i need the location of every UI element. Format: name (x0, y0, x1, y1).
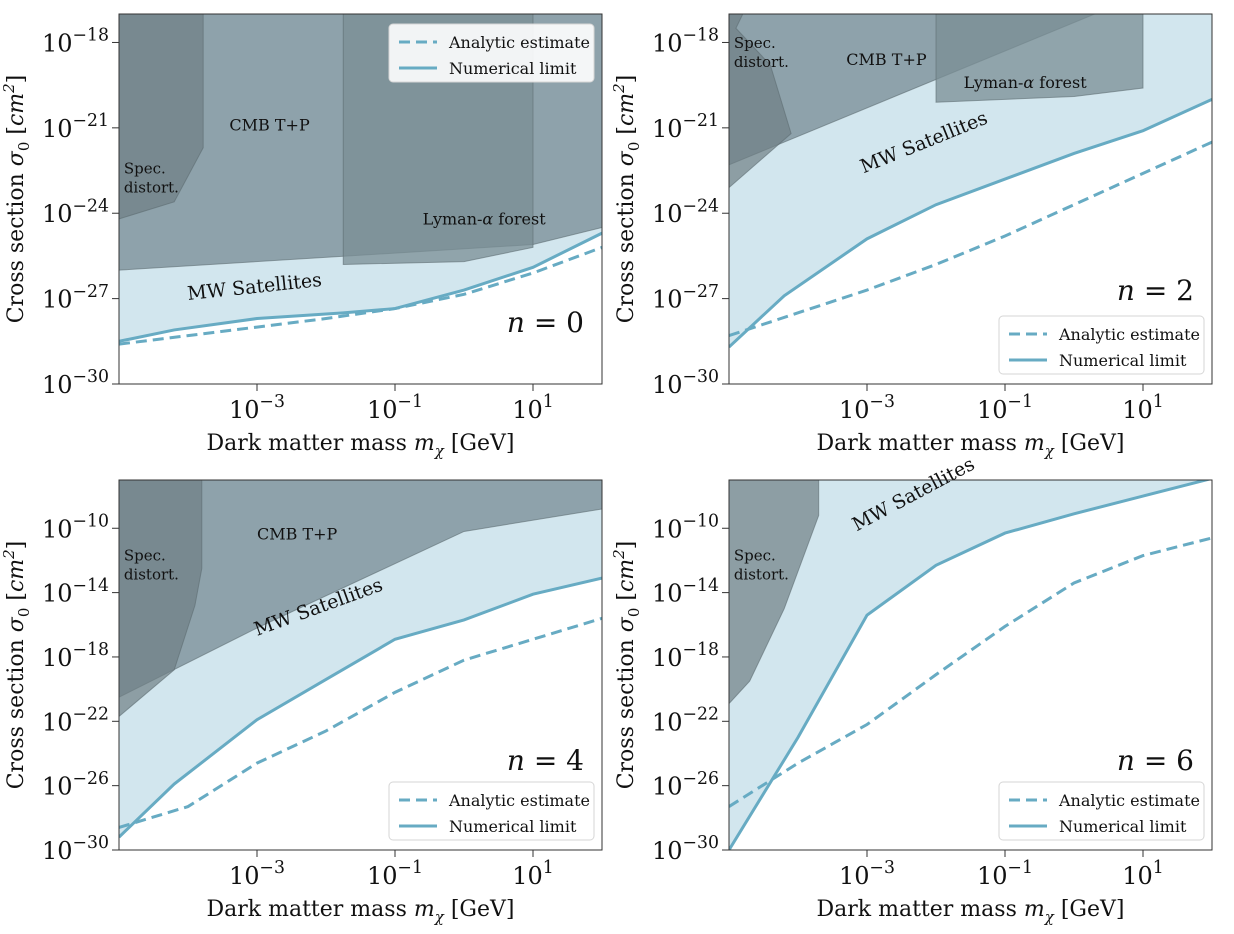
y-tick-label: 10−18 (42, 26, 109, 58)
y-tick-label: 10−30 (652, 833, 719, 865)
y-axis-label: Cross section σ0 [cm2] (610, 75, 643, 324)
legend-analytic-label: Analytic estimate (448, 33, 590, 52)
y-tick-label: 10−26 (42, 769, 109, 801)
x-axis-label: Dark matter mass mχ [GeV] (207, 431, 515, 460)
legend-numerical-label: Numerical limit (449, 817, 577, 836)
x-axis-label: Dark matter mass mχ [GeV] (817, 897, 1125, 926)
y-tick-label: 10−18 (42, 640, 109, 672)
y-tick-label: 10−24 (42, 196, 109, 228)
spectral-distortion-region (119, 480, 203, 718)
analytic-estimate-line (119, 616, 602, 829)
n-annotation: n = 2 (1117, 274, 1194, 307)
x-tick-label: 101 (512, 858, 554, 890)
lyman-alpha-region (935, 14, 1144, 103)
axes-frame (118, 479, 603, 851)
x-tick-label: 10−3 (229, 858, 285, 890)
spectral-distortion-region (729, 14, 792, 189)
numerical-limit-line (119, 576, 602, 839)
spec-distort-label: Spec. distort. (734, 546, 789, 583)
y-tick-label: 10−22 (42, 705, 109, 737)
x-tick-label: 10−1 (367, 858, 423, 890)
numerical-limit-line (729, 98, 1212, 349)
y-tick-label: 10−21 (652, 111, 719, 143)
legend-numerical-label: Numerical limit (1059, 351, 1187, 370)
legend-box (998, 781, 1205, 841)
spec-distort-label: Spec. distort. (124, 546, 179, 583)
spec-distort-label: Spec. distort. (124, 159, 179, 196)
spec-distort-label: Spec. distort. (734, 34, 789, 71)
spectral-distortion-region (729, 480, 820, 705)
mw-satellites-region (729, 480, 1212, 850)
cmb-label: CMB T+P (846, 50, 927, 69)
axes-frame (118, 13, 603, 385)
numerical-limit-line (729, 480, 1212, 850)
y-tick-label: 10−27 (42, 282, 109, 314)
analytic-estimate-line (729, 140, 1212, 338)
y-axis-label: Cross section σ0 [cm2] (0, 75, 33, 324)
x-tick-label: 10−3 (229, 392, 285, 424)
cmb-label: CMB T+P (229, 116, 310, 135)
lyman-alpha-label: Lyman-α forest (964, 73, 1088, 92)
n-annotation: n = 6 (1117, 744, 1194, 777)
plot-area (729, 14, 1212, 349)
x-axis-label: Dark matter mass mχ [GeV] (817, 431, 1125, 460)
legend: Analytic estimate Numerical limit (998, 781, 1205, 841)
numerical-limit-line (119, 231, 602, 343)
x-tick-label: 10−1 (367, 392, 423, 424)
y-tick-label: 10−14 (42, 576, 109, 608)
y-tick-label: 10−18 (652, 26, 719, 58)
lyman-alpha-label: Lyman-α forest (423, 210, 547, 229)
y-tick-label: 10−30 (42, 833, 109, 865)
plot-area (729, 480, 1212, 850)
y-tick-label: 10−10 (652, 511, 719, 543)
cmb-region (119, 480, 602, 698)
legend: Analytic estimate Numerical limit (388, 781, 595, 841)
legend-analytic-label: Analytic estimate (448, 791, 590, 810)
y-tick-label: 10−30 (652, 367, 719, 399)
legend-box (998, 315, 1205, 375)
analytic-estimate-line (119, 245, 602, 346)
y-tick-label: 10−21 (42, 111, 109, 143)
cmb-label: CMB T+P (257, 525, 338, 544)
legend-analytic-label: Analytic estimate (1058, 325, 1200, 344)
x-tick-label: 101 (512, 392, 554, 424)
axes-frame (728, 479, 1213, 851)
axes-frame (728, 13, 1213, 385)
y-tick-label: 10−22 (652, 705, 719, 737)
y-tick-label: 10−24 (652, 196, 719, 228)
y-tick-label: 10−26 (652, 769, 719, 801)
y-tick-label: 10−27 (652, 282, 719, 314)
y-tick-label: 10−10 (42, 511, 109, 543)
x-tick-label: 101 (1122, 392, 1164, 424)
legend: Analytic estimate Numerical limit (998, 315, 1205, 375)
y-tick-label: 10−30 (42, 367, 109, 399)
n-annotation: n = 0 (507, 306, 584, 339)
y-axis-label: Cross section σ0 [cm2] (0, 541, 33, 790)
plot-area (119, 480, 602, 839)
y-tick-label: 10−18 (652, 640, 719, 672)
legend-numerical-label: Numerical limit (1059, 817, 1187, 836)
analytic-estimate-line (729, 536, 1212, 808)
legend-box (388, 781, 595, 841)
x-axis-label: Dark matter mass mχ [GeV] (207, 897, 515, 926)
legend-analytic-label: Analytic estimate (1058, 791, 1200, 810)
spectral-distortion-region (119, 14, 204, 220)
x-tick-label: 10−3 (839, 858, 895, 890)
legend: Analytic estimate Numerical limit (388, 23, 595, 83)
x-tick-label: 10−3 (839, 392, 895, 424)
y-tick-label: 10−14 (652, 576, 719, 608)
x-tick-label: 10−1 (977, 858, 1033, 890)
legend-box (388, 23, 595, 83)
legend-numerical-label: Numerical limit (449, 59, 577, 78)
n-annotation: n = 4 (507, 744, 584, 777)
x-tick-label: 10−1 (977, 392, 1033, 424)
x-tick-label: 101 (1122, 858, 1164, 890)
y-axis-label: Cross section σ0 [cm2] (610, 541, 643, 790)
